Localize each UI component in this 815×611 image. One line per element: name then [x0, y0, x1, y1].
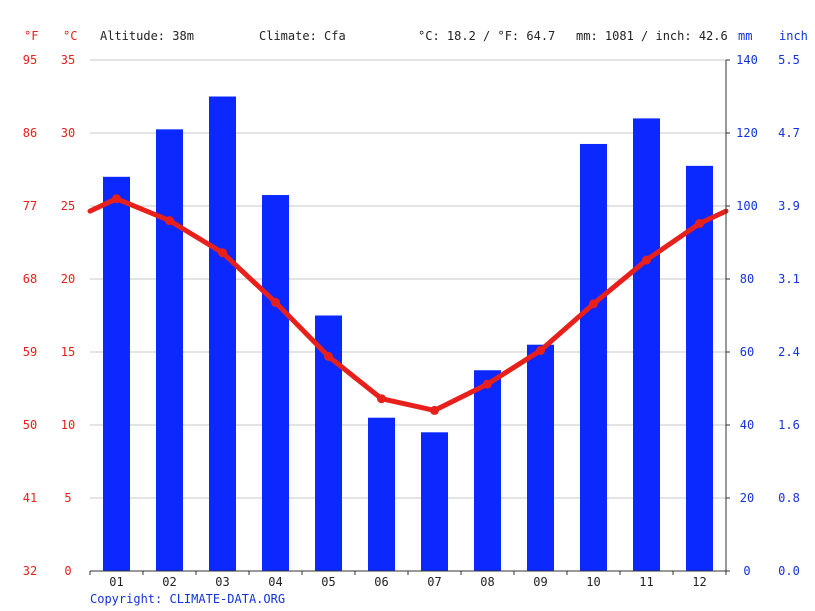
tick-labels: 32 0 0 0.0 41 5 20 0.8 50 10 40 1.6 59 15 60 2.4 68 20 80 3…	[23, 53, 800, 589]
tick-label-fahrenheit: 95	[23, 53, 37, 67]
tick-label-fahrenheit: 32	[23, 564, 37, 578]
tick-label-celsius: 5	[64, 491, 71, 505]
tick-label-mm: 0	[743, 564, 750, 578]
x-tick-label: 02	[162, 575, 176, 589]
precipitation-bar	[421, 432, 448, 571]
precipitation-total-label: mm: 1081 / inch: 42.6	[576, 29, 728, 43]
precipitation-bar	[633, 118, 660, 572]
x-tick-label: 08	[480, 575, 494, 589]
temperature-point	[165, 216, 174, 226]
tick-label-celsius: 20	[61, 272, 75, 286]
tick-label-fahrenheit: 68	[23, 272, 37, 286]
temperature-point	[642, 255, 651, 265]
tick-label-celsius: 10	[61, 418, 75, 432]
precipitation-bars	[103, 96, 713, 572]
tick-label-celsius: 0	[64, 564, 71, 578]
temperature-line-path	[87, 196, 729, 413]
tick-label-celsius: 30	[61, 126, 75, 140]
tick-label-fahrenheit: 77	[23, 199, 37, 213]
grid-lines	[90, 59, 726, 499]
tick-label-mm: 140	[736, 53, 758, 67]
tick-label-inch: 0.0	[778, 564, 800, 578]
temperature-point	[589, 299, 598, 309]
tick-label-fahrenheit: 86	[23, 126, 37, 140]
x-tick-label: 05	[321, 575, 335, 589]
tick-label-inch: 5.5	[778, 53, 800, 67]
tick-label-mm: 20	[740, 491, 754, 505]
unit-celsius-label: °C	[63, 29, 77, 43]
tick-label-inch: 0.8	[778, 491, 800, 505]
tick-label-mm: 80	[740, 272, 754, 286]
tick-label-inch: 3.1	[778, 272, 800, 286]
tick-label-fahrenheit: 59	[23, 345, 37, 359]
axes	[89, 59, 730, 575]
temperature-point	[377, 394, 386, 404]
x-tick-label: 01	[109, 575, 123, 589]
tick-label-fahrenheit: 50	[23, 418, 37, 432]
x-tick-label: 11	[639, 575, 653, 589]
temperature-average-label: °C: 18.2 / °F: 64.7	[418, 29, 555, 43]
temperature-point	[218, 248, 227, 258]
unit-fahrenheit-label: °F	[24, 29, 38, 43]
temperature-point	[430, 405, 439, 415]
temperature-point	[324, 351, 333, 361]
tick-label-mm: 60	[740, 345, 754, 359]
precipitation-bar	[156, 129, 183, 571]
tick-label-celsius: 25	[61, 199, 75, 213]
tick-label-mm: 40	[740, 418, 754, 432]
tick-label-celsius: 35	[61, 53, 75, 67]
tick-label-inch: 1.6	[778, 418, 800, 432]
x-tick-label: 06	[374, 575, 388, 589]
tick-label-mm: 120	[736, 126, 758, 140]
x-tick-label: 07	[427, 575, 441, 589]
x-tick-label: 04	[268, 575, 282, 589]
unit-mm-label: mm	[738, 29, 752, 43]
tick-label-inch: 2.4	[778, 345, 800, 359]
x-tick-label: 09	[533, 575, 547, 589]
altitude-label: Altitude: 38m	[100, 29, 194, 43]
unit-inch-label: inch	[779, 29, 808, 43]
tick-label-inch: 3.9	[778, 199, 800, 213]
temperature-line	[87, 194, 729, 415]
copyright-link[interactable]: Copyright: CLIMATE-DATA.ORG	[90, 592, 285, 606]
x-tick-label: 03	[215, 575, 229, 589]
tick-label-celsius: 15	[61, 345, 75, 359]
tick-label-fahrenheit: 41	[23, 491, 37, 505]
x-tick-label: 12	[692, 575, 706, 589]
temperature-point	[271, 297, 280, 307]
precipitation-bar	[580, 143, 607, 571]
precipitation-bar	[474, 370, 501, 571]
precipitation-bar	[209, 96, 236, 571]
temperature-point	[483, 379, 492, 389]
x-tick-label: 10	[586, 575, 600, 589]
tick-label-inch: 4.7	[778, 126, 800, 140]
temperature-point	[536, 346, 545, 356]
temperature-point	[112, 194, 121, 204]
precipitation-bar	[262, 195, 289, 572]
precipitation-bar	[368, 417, 395, 571]
precipitation-bar	[527, 344, 554, 571]
climate-label: Climate: Cfa	[259, 29, 346, 43]
tick-label-mm: 100	[736, 199, 758, 213]
temperature-point	[695, 219, 704, 229]
precipitation-bar	[103, 176, 130, 572]
precipitation-bar	[686, 165, 713, 571]
